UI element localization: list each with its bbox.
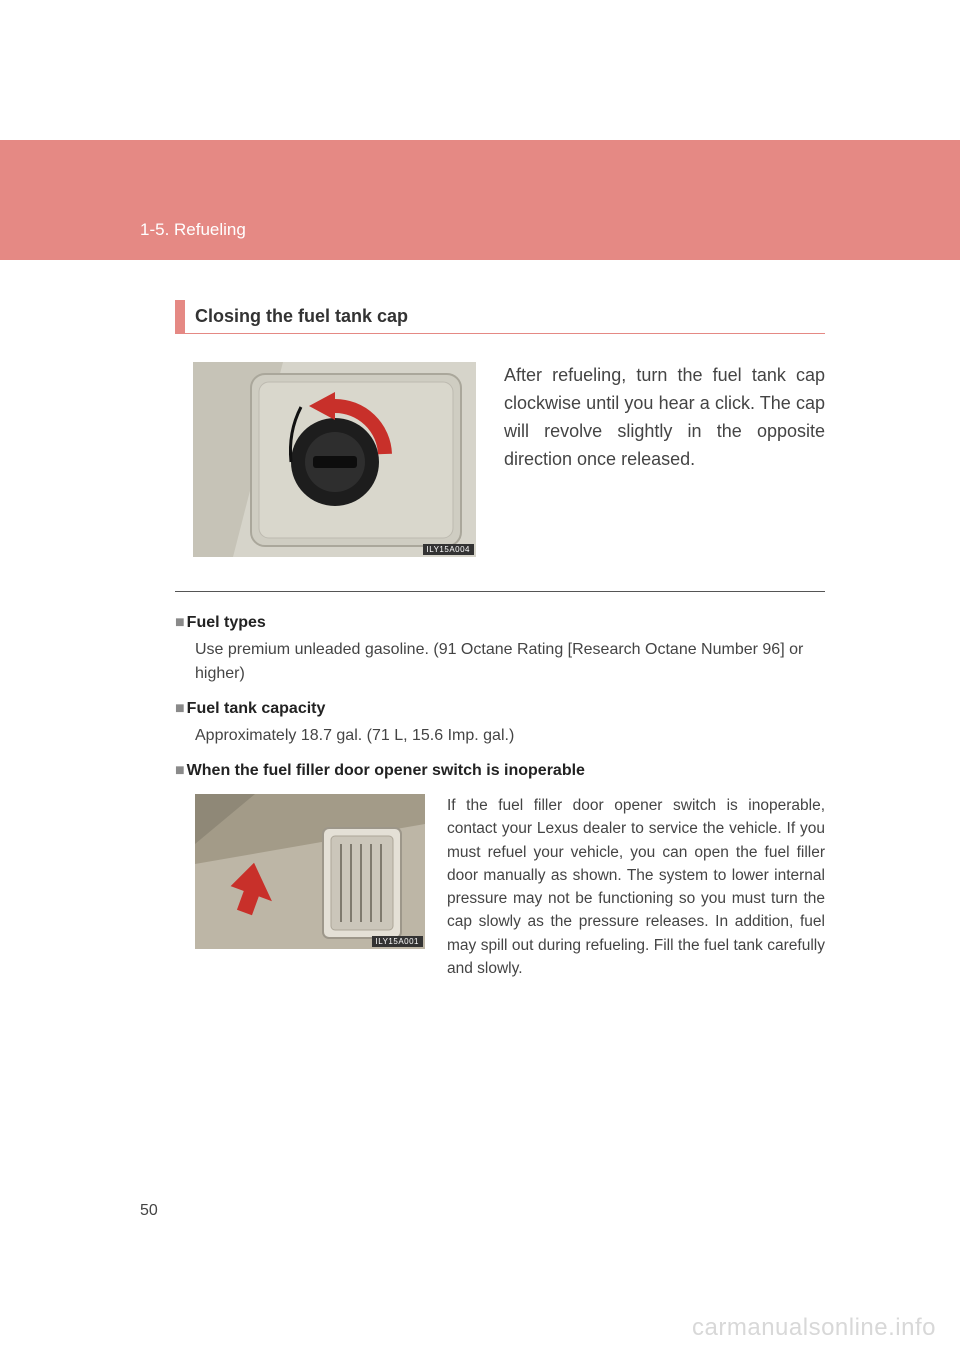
section-label: 1-5. Refueling xyxy=(140,220,246,240)
figure2-tag: ILY15A001 xyxy=(372,936,424,947)
figure2-caption: If the fuel filler door opener switch is… xyxy=(447,794,825,980)
subheading: Closing the fuel tank cap xyxy=(175,300,825,334)
figure1-tag: ILY15A004 xyxy=(423,544,475,555)
header-band xyxy=(0,140,960,260)
figure2-row: ILY15A001 If the fuel filler door opener… xyxy=(175,794,825,980)
separator xyxy=(175,591,825,592)
note-fuel-capacity: ■Fuel tank capacity Approximately 18.7 g… xyxy=(175,700,825,748)
watermark: carmanualsonline.info xyxy=(692,1314,936,1342)
square-bullet-icon: ■ xyxy=(175,762,185,779)
note-head: ■When the fuel filler door opener switch… xyxy=(175,762,825,780)
subheading-title: Closing the fuel tank cap xyxy=(185,300,418,333)
figure1-row: ILY15A004 After refueling, turn the fuel… xyxy=(175,362,825,557)
note-head: ■Fuel tank capacity xyxy=(175,700,825,718)
note-head-text: Fuel types xyxy=(187,614,266,631)
subheading-bar xyxy=(175,300,185,333)
note-inoperable-switch: ■When the fuel filler door opener switch… xyxy=(175,762,825,780)
note-head-text: When the fuel filler door opener switch … xyxy=(187,762,585,779)
note-head-text: Fuel tank capacity xyxy=(187,700,326,717)
note-body: Approximately 18.7 gal. (71 L, 15.6 Imp.… xyxy=(175,724,825,748)
page-content: Closing the fuel tank cap ILY15A004 Afte… xyxy=(175,300,825,1014)
page-number: 50 xyxy=(140,1202,158,1220)
note-body: Use premium unleaded gasoline. (91 Octan… xyxy=(175,638,825,686)
figure-manual-open: ILY15A001 xyxy=(195,794,425,949)
square-bullet-icon: ■ xyxy=(175,614,185,631)
figure-fuel-cap: ILY15A004 xyxy=(193,362,476,557)
note-head: ■Fuel types xyxy=(175,614,825,632)
figure1-caption: After refueling, turn the fuel tank cap … xyxy=(504,362,825,474)
note-fuel-types: ■Fuel types Use premium unleaded gasolin… xyxy=(175,614,825,686)
square-bullet-icon: ■ xyxy=(175,700,185,717)
